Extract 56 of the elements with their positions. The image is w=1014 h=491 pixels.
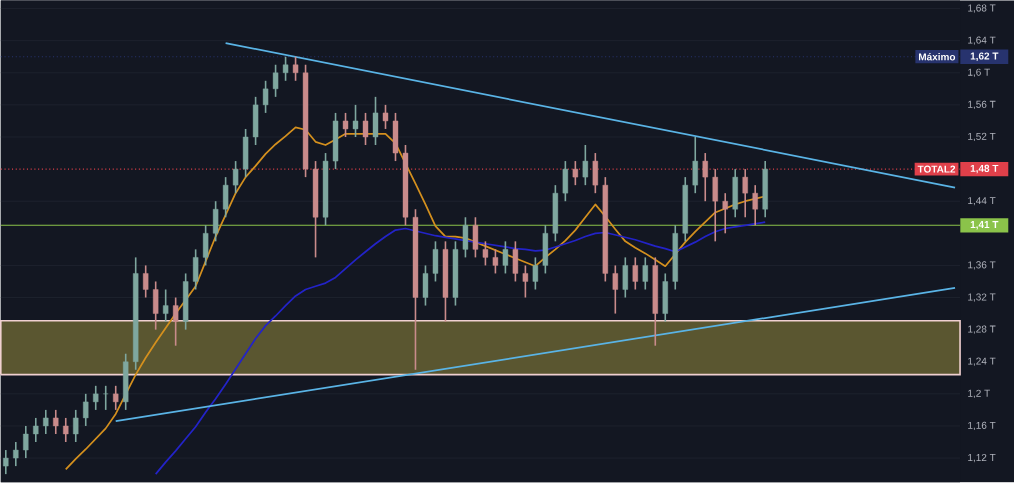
candlestick	[53, 408, 59, 435]
candlestick	[43, 408, 49, 435]
candlestick	[292, 55, 299, 82]
annotation: Máximo	[918, 52, 956, 61]
y-tick-label: 1,68 T	[968, 4, 996, 13]
candlestick	[582, 144, 589, 186]
candlestick	[172, 296, 179, 347]
candlestick	[13, 441, 19, 467]
candlestick	[73, 408, 79, 443]
ref-line-label: 1,41 T	[970, 220, 999, 230]
y-tick-label: 1,2 T	[968, 389, 990, 398]
y-tick-label: 1,6 T	[968, 68, 990, 77]
y-tick-label: 1,36 T	[968, 261, 996, 270]
y-tick-label: 1,16 T	[968, 421, 996, 430]
candlestick	[272, 63, 279, 98]
y-tick-label: 1,28 T	[968, 325, 996, 334]
candlestick	[352, 103, 359, 138]
candlestick	[83, 392, 89, 427]
candlestick	[162, 288, 169, 323]
ref-line-label: 1,62 T	[970, 52, 999, 61]
y-tick-label: 1,56 T	[968, 100, 996, 109]
candlestick	[362, 111, 369, 146]
candlestick	[232, 160, 239, 194]
candlestick	[522, 264, 529, 299]
y-tick-label: 1,12 T	[968, 453, 996, 463]
candlestick	[492, 248, 499, 275]
candlestick	[612, 264, 619, 315]
candlestick	[103, 384, 109, 411]
candlestick	[752, 184, 758, 226]
candlestick	[702, 152, 708, 202]
candlestick	[532, 256, 539, 291]
candlestick	[93, 384, 99, 411]
candlestick	[502, 240, 509, 275]
candlestick	[642, 256, 648, 291]
y-tick-label: 1,44 T	[968, 196, 996, 206]
y-tick-label: 1,52 T	[968, 132, 996, 141]
candlestick	[23, 425, 29, 459]
annotation: TOTAL2	[917, 165, 956, 173]
ref-line-label: 1,48 T	[970, 164, 999, 174]
candlestick	[572, 160, 579, 186]
candlestick	[3, 449, 9, 475]
candlestick	[722, 192, 728, 234]
y-tick-label: 1,24 T	[968, 357, 996, 366]
candlestick	[632, 256, 638, 291]
candlestick	[142, 264, 149, 299]
y-tick-label: 1,32 T	[968, 293, 996, 302]
candlestick	[282, 55, 289, 82]
candlestick	[33, 417, 39, 443]
candlestick	[262, 79, 269, 114]
candlestick	[63, 417, 69, 443]
candlestick	[742, 168, 748, 218]
candlestick	[342, 111, 349, 138]
candlestick	[482, 240, 489, 267]
candlestick	[113, 384, 119, 411]
candlestick	[382, 103, 389, 130]
y-tick-label: 1,64 T	[968, 36, 996, 45]
